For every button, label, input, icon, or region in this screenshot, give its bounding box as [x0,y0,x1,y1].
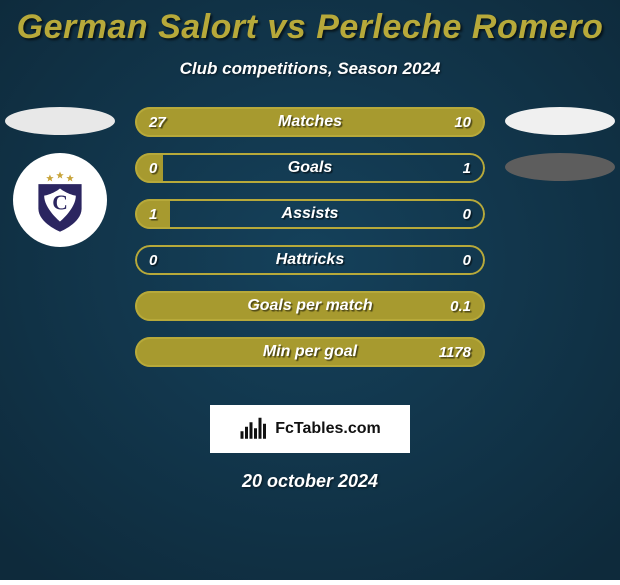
svg-text:C: C [52,190,68,214]
stat-row: Goals per match0.1 [135,291,485,321]
stat-row: Matches2710 [135,107,485,137]
left-column: C [0,107,120,247]
stat-fill-left [135,199,170,229]
stat-fill-right [387,107,485,137]
stat-row: Goals01 [135,153,485,183]
stat-label: Goals [135,153,485,183]
player2-club-ellipse [505,153,615,181]
fctables-watermark: FcTables.com [210,405,410,453]
stat-value-right: 1 [463,153,471,183]
subtitle: Club competitions, Season 2024 [0,59,620,79]
stat-value-right: 0 [463,245,471,275]
fctables-icon [239,416,269,442]
stat-fill-left [135,153,163,183]
stat-bars: Matches2710Goals01Assists10Hattricks00Go… [135,107,485,367]
player2-name: Perleche Romero [316,8,603,46]
date-text: 20 october 2024 [0,471,620,492]
watermark-text: FcTables.com [275,420,381,438]
player2-flag-ellipse [505,107,615,135]
page-title: German Salort vs Perleche Romero [0,2,620,47]
vs-text: vs [267,8,306,46]
stat-value-left: 0 [149,245,157,275]
stat-row: Assists10 [135,199,485,229]
comparison-area: C Matches2710Goals01Assists10Hattricks00… [0,117,620,377]
stat-row: Hattricks0 0 [135,245,485,275]
player1-name: German Salort [17,8,258,46]
player1-flag-ellipse [5,107,115,135]
stat-fill-right [135,337,485,367]
stat-label: Hattricks [135,245,485,275]
stat-row: Min per goal1178 [135,337,485,367]
stat-fill-left [135,107,387,137]
stat-value-right: 0 [463,199,471,229]
right-column [500,107,620,181]
player1-club-badge: C [13,153,107,247]
stat-fill-right [135,291,485,321]
stat-label: Assists [135,199,485,229]
